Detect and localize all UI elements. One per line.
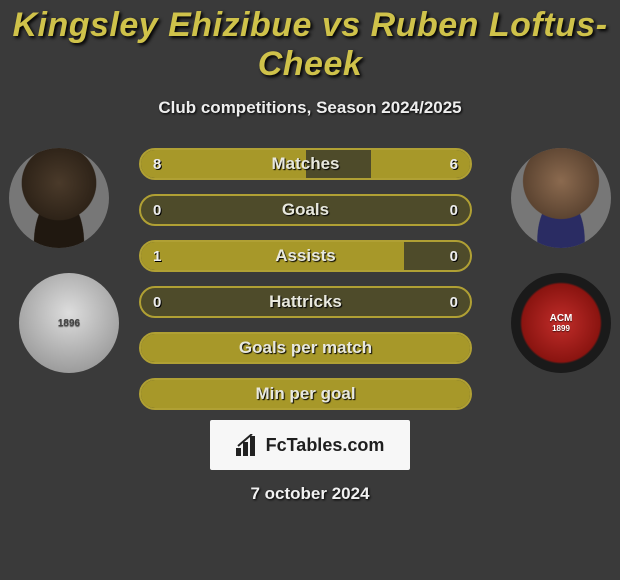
stat-label: Goals per match (141, 334, 470, 362)
club-right-year-text: 1899 (552, 324, 570, 333)
club-left-year: 1896 (19, 273, 119, 373)
stat-row: 86Matches (139, 148, 472, 180)
club-right-label: ACM 1899 (511, 273, 611, 373)
page-title: Kingsley Ehizibue vs Ruben Loftus-Cheek (0, 0, 620, 84)
comparison-area: 1896 ACM 1899 86Matches 00Goals 10Assists 0… (0, 148, 620, 408)
club-left-year-text: 1896 (58, 318, 80, 329)
player-right-avatar (511, 148, 611, 248)
stat-row: 00Goals (139, 194, 472, 226)
branding-text: FcTables.com (266, 435, 385, 456)
stat-row: 10Assists (139, 240, 472, 272)
stat-label: Hattricks (141, 288, 470, 316)
club-right-logo: ACM 1899 (511, 273, 611, 373)
stat-row: Goals per match (139, 332, 472, 364)
club-right-badge-text: ACM (550, 313, 573, 324)
player-left-avatar (9, 148, 109, 248)
stat-label: Min per goal (141, 380, 470, 408)
stat-row: 00Hattricks (139, 286, 472, 318)
page-subtitle: Club competitions, Season 2024/2025 (0, 98, 620, 118)
club-left-logo: 1896 (19, 273, 119, 373)
fctables-icon (236, 434, 260, 456)
stat-label: Goals (141, 196, 470, 224)
stat-label: Matches (141, 150, 470, 178)
footer-date: 7 october 2024 (0, 484, 620, 504)
stat-bars: 86Matches 00Goals 10Assists 00Hattricks Goal… (139, 148, 472, 424)
stat-row: Min per goal (139, 378, 472, 410)
branding-box: FcTables.com (210, 420, 410, 470)
stat-label: Assists (141, 242, 470, 270)
